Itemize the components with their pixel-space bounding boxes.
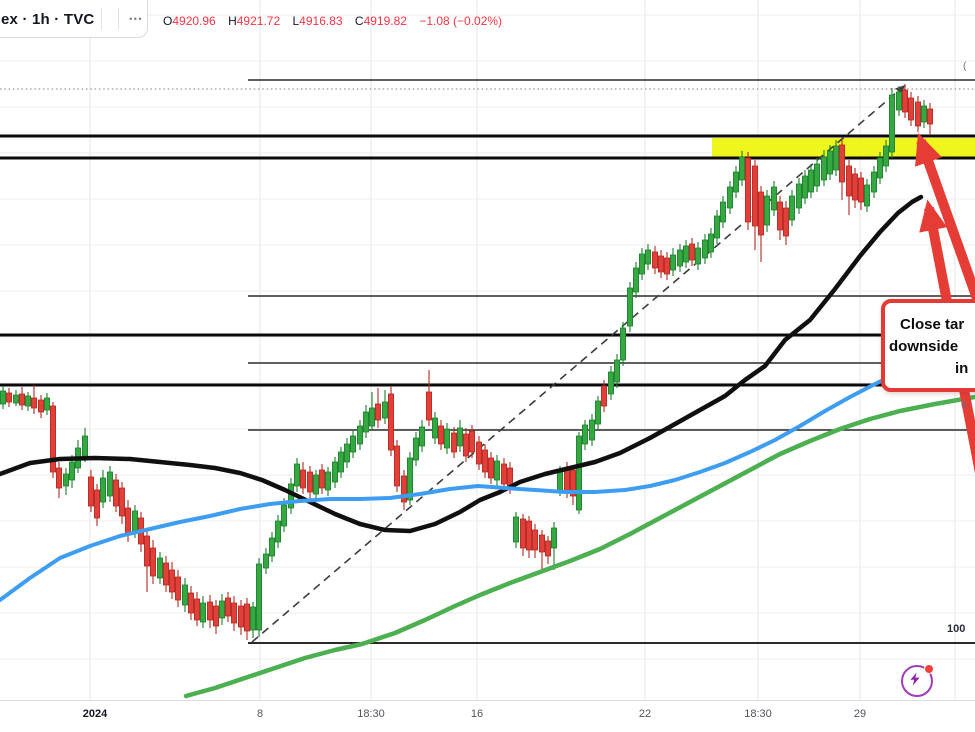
high-label: H	[228, 14, 237, 28]
x-axis-label: 18:30	[744, 708, 772, 720]
callout-text-line: Close tar	[900, 316, 965, 333]
x-axis-label: 16	[470, 708, 484, 720]
x-axis-label: 29	[853, 708, 867, 720]
gridlines	[0, 0, 975, 700]
callout-text-line: downside	[889, 338, 959, 355]
low-value: 4916.83	[299, 14, 343, 28]
x-axis-label: 18:30	[357, 708, 385, 720]
open-value: 4920.96	[172, 14, 216, 28]
ma-blue	[0, 348, 975, 602]
ma-green	[183, 394, 975, 699]
dashed-trendline[interactable]	[251, 84, 906, 643]
open-label: O	[163, 14, 173, 28]
red-arrow[interactable]	[915, 132, 975, 352]
ma-black	[0, 194, 924, 534]
ohlc-readout: O4920.96 H4921.72 L4916.83 C4919.82 −1.0…	[163, 14, 502, 28]
clipped-price-label: 100	[947, 623, 966, 635]
close-label: C	[354, 14, 364, 28]
more-options-icon[interactable]: •••	[129, 14, 144, 24]
clipped-price-label: 6	[961, 400, 967, 411]
clipped-price-label: (	[963, 61, 967, 72]
symbol-title[interactable]: ex · 1h · TVC	[1, 10, 95, 28]
x-axis-label: 22	[638, 708, 652, 720]
annotation-callout-box[interactable]: Close tar downside in	[881, 299, 975, 392]
notification-dot	[924, 664, 934, 674]
flag-icon[interactable]	[109, 8, 111, 30]
symbol-toolbar: ex · 1h · TVC •••	[0, 0, 148, 38]
high-value: 4921.72	[236, 14, 281, 28]
close-value: 4919.82	[363, 14, 407, 28]
x-axis-label: 2024	[82, 708, 108, 720]
candlestick-series	[0, 84, 934, 640]
time-axis[interactable]: 2024 8 18:30 16 22 18:30 29	[0, 700, 975, 732]
low-label: L	[292, 14, 300, 28]
callout-text-line: in	[955, 360, 969, 377]
moving-average-lines	[0, 194, 975, 699]
x-axis-label: 8	[256, 708, 264, 720]
lightning-boost-icon[interactable]	[901, 664, 934, 697]
change-value: −1.08 (−0.02%)	[419, 14, 503, 28]
